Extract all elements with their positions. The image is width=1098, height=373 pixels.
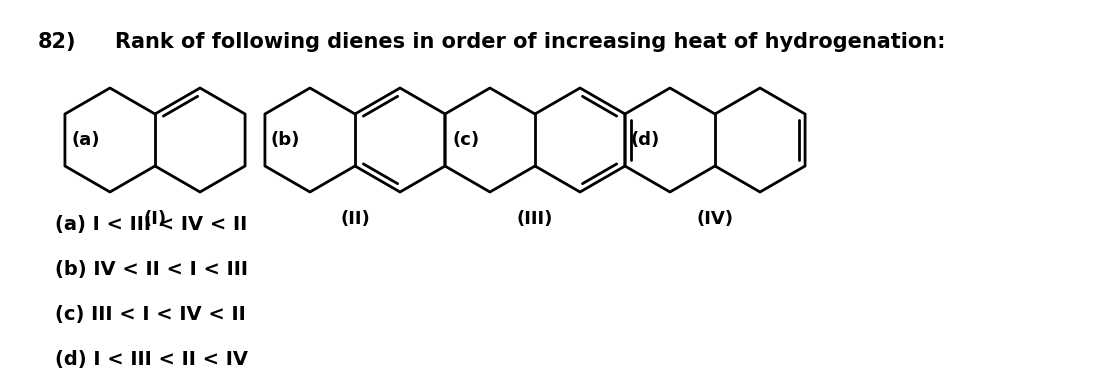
Text: (d): (d) [630, 131, 660, 149]
Text: (I): (I) [144, 210, 167, 228]
Text: (d) I < III < II < IV: (d) I < III < II < IV [55, 350, 248, 369]
Text: 82): 82) [38, 32, 77, 52]
Text: (a) I < III < IV < II: (a) I < III < IV < II [55, 215, 247, 234]
Text: (c) III < I < IV < II: (c) III < I < IV < II [55, 305, 246, 324]
Text: (III): (III) [517, 210, 553, 228]
Text: (c): (c) [452, 131, 480, 149]
Text: (b): (b) [270, 131, 300, 149]
Text: Rank of following dienes in order of increasing heat of hydrogenation:: Rank of following dienes in order of inc… [115, 32, 945, 52]
Text: (II): (II) [340, 210, 370, 228]
Text: (a): (a) [71, 131, 100, 149]
Text: (b) IV < II < I < III: (b) IV < II < I < III [55, 260, 248, 279]
Text: (IV): (IV) [696, 210, 733, 228]
